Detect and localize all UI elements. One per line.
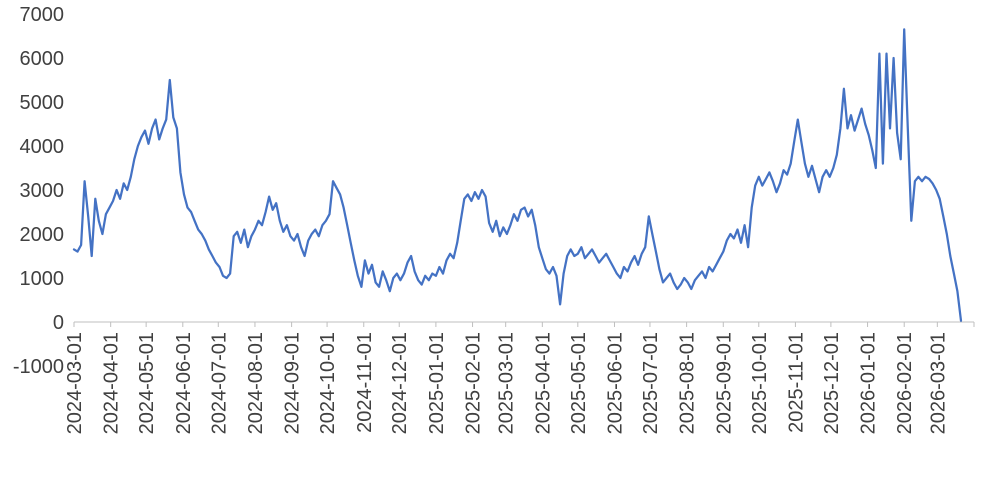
x-axis-label: 2024-08-01 [245,332,267,434]
x-axis-label: 2024-06-01 [173,332,195,434]
x-axis-label: 2024-12-01 [389,332,411,434]
x-axis-label: 2025-08-01 [677,332,699,434]
chart-line [72,28,963,322]
x-axis-label: 2026-01-01 [858,332,880,434]
y-axis-label: 4000 [20,136,65,158]
x-axis-label: 2025-06-01 [604,332,626,434]
y-axis-label: 6000 [20,48,65,70]
x-axis-label: 2024-04-01 [101,332,123,434]
x-axis-label: 2026-03-01 [927,332,949,434]
y-axis-label: -1000 [13,356,64,378]
x-axis-label: 2025-09-01 [713,332,735,434]
x-axis-label: 2025-04-01 [532,332,554,434]
x-axis-label: 2025-01-01 [426,332,448,434]
x-axis-label: 2024-07-01 [208,332,230,434]
x-axis-label: 2024-09-01 [282,332,304,434]
x-axis-label: 2025-05-01 [568,332,590,434]
y-axis-label: 0 [53,312,64,334]
y-axis-label: 1000 [20,268,65,290]
x-axis-label: 2025-07-01 [640,332,662,434]
y-axis-label: 3000 [20,180,65,202]
x-axis-label: 2024-11-01 [354,332,376,433]
y-axis-label: 5000 [20,92,65,114]
x-axis-label: 2025-02-01 [463,332,485,434]
x-axis-label: 2024-03-01 [64,332,86,434]
x-axis-label: 2024-05-01 [136,332,158,434]
x-axis-label: 2025-03-01 [496,332,518,434]
x-axis-label: 2026-02-01 [894,332,916,434]
x-axis-label: 2024-10-01 [317,332,339,434]
y-axis-label: 2000 [20,224,65,246]
y-axis-label: 7000 [20,4,65,26]
x-axis-label: 2025-12-01 [821,332,843,434]
x-axis-label: 2025-10-01 [749,332,771,434]
x-axis-label: 2025-11-01 [785,332,807,433]
